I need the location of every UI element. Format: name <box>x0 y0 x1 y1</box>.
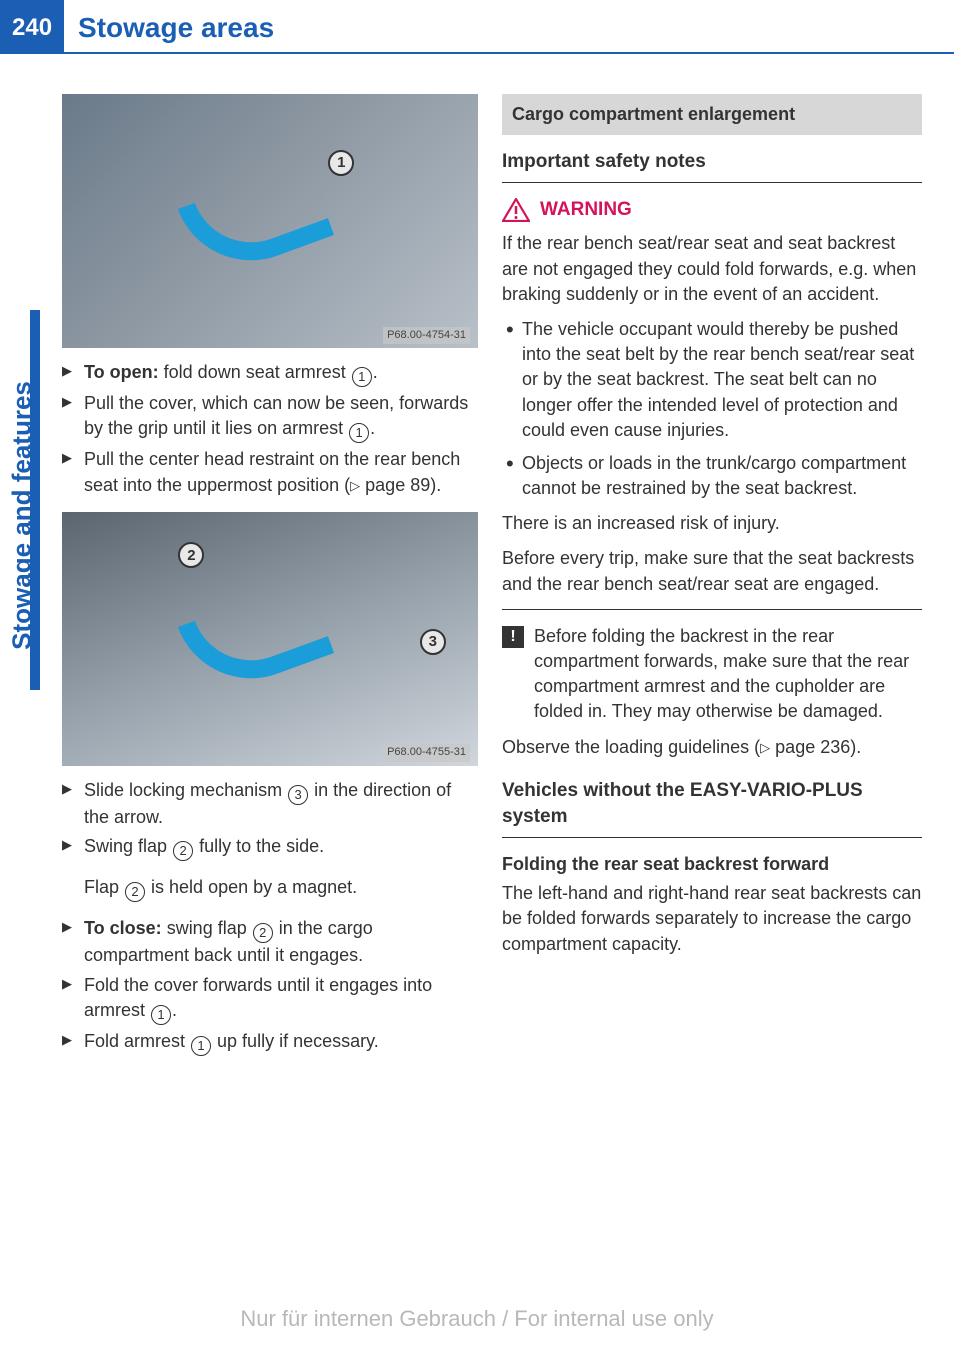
sub-pre: Flap <box>84 877 124 897</box>
figure-marker-2: 2 <box>178 542 204 568</box>
step-text: Pull the cover, which can now be seen, f… <box>84 393 468 438</box>
circled-number: 1 <box>151 1005 171 1025</box>
step-tail: . <box>370 418 375 438</box>
step-tail: . <box>172 1000 177 1020</box>
circled-number: 2 <box>253 923 273 943</box>
step-subline: Flap 2 is held open by a magnet. <box>62 875 478 902</box>
step-text: fold down seat armrest <box>159 362 351 382</box>
figure-2-caption: P68.00-4755-31 <box>383 744 470 761</box>
note-block: ! Before folding the backrest in the rea… <box>502 624 922 725</box>
step-text: Fold the cover forwards until it engages… <box>84 975 432 1020</box>
warning-bullet: Objects or loads in the trunk/cargo comp… <box>502 451 922 501</box>
step-tail: up fully if necessary. <box>212 1031 379 1051</box>
paragraph-title: Folding the rear seat backrest forward <box>502 852 922 877</box>
warning-paragraph: There is an increased risk of injury. <box>502 511 922 536</box>
step-item: Fold armrest 1 up fully if necessary. <box>62 1029 478 1056</box>
step-text: Slide locking mechanism <box>84 780 287 800</box>
note-text: Before folding the backrest in the rear … <box>534 624 922 725</box>
steps-b: Slide locking mechanism 3 in the directi… <box>62 778 478 861</box>
sub-post: is held open by a magnet. <box>146 877 357 897</box>
page-number: 240 <box>0 0 64 54</box>
warning-bullet-list: The vehicle occupant would thereby be pu… <box>502 317 922 501</box>
figure-1: 1 P68.00-4754-31 <box>62 94 478 348</box>
steps-c: To close: swing flap 2 in the cargo comp… <box>62 916 478 1056</box>
steps-a: To open: fold down seat armrest 1. Pull … <box>62 360 478 498</box>
step-item: Pull the center head restraint on the re… <box>62 447 478 497</box>
step-tail: fully to the side. <box>194 836 324 856</box>
observe-pre: Observe the loading guidelines ( <box>502 737 760 757</box>
triangle-icon: ▷ <box>350 477 360 495</box>
step-text: Swing flap <box>84 836 172 856</box>
right-column: Cargo compartment enlargement Important … <box>502 94 922 1070</box>
circled-number: 2 <box>125 882 145 902</box>
page-title: Stowage areas <box>64 0 914 54</box>
observe-paragraph: Observe the loading guidelines (▷ page 2… <box>502 735 922 760</box>
observe-page: page 236). <box>770 737 861 757</box>
content-area: 1 P68.00-4754-31 To open: fold down seat… <box>0 54 954 1070</box>
step-item: To close: swing flap 2 in the cargo comp… <box>62 916 478 968</box>
section-bar: Cargo compartment enlargement <box>502 94 922 135</box>
step-tail: . <box>373 362 378 382</box>
circled-number: 2 <box>173 841 193 861</box>
warning-heading: WARNING <box>502 197 922 224</box>
warning-bullet: The vehicle occupant would thereby be pu… <box>502 317 922 443</box>
circled-number: 3 <box>288 785 308 805</box>
triangle-icon: ▷ <box>760 739 770 757</box>
circled-number: 1 <box>191 1036 211 1056</box>
figure-marker-3: 3 <box>420 629 446 655</box>
step-item: Pull the cover, which can now be seen, f… <box>62 391 478 443</box>
exclamation-icon: ! <box>502 626 524 648</box>
sub-heading: Important safety notes <box>502 149 922 183</box>
paragraph-body: The left-hand and right-hand rear seat b… <box>502 881 922 957</box>
page-header: 240 Stowage areas <box>0 0 954 54</box>
warning-label: WARNING <box>540 197 632 224</box>
warning-triangle-icon <box>502 198 530 222</box>
step-item: Slide locking mechanism 3 in the directi… <box>62 778 478 830</box>
circled-number: 1 <box>349 423 369 443</box>
step-bold: To open: <box>84 362 159 382</box>
warning-paragraph: Before every trip, make sure that the se… <box>502 546 922 596</box>
figure-1-caption: P68.00-4754-31 <box>383 327 470 344</box>
divider <box>502 609 922 610</box>
figure-marker-1: 1 <box>328 150 354 176</box>
circled-number: 1 <box>352 367 372 387</box>
step-item: Swing flap 2 fully to the side. <box>62 834 478 861</box>
step-text: swing flap <box>162 918 252 938</box>
header-spacer <box>914 0 954 54</box>
step-page: page 89). <box>360 475 441 495</box>
warning-paragraph: If the rear bench seat/rear seat and sea… <box>502 231 922 307</box>
footer-watermark: Nur für internen Gebrauch / For internal… <box>0 1306 954 1332</box>
section-title: Vehicles without the EASY-VARIO-PLUS sys… <box>502 778 922 838</box>
side-accent-bar <box>30 310 40 690</box>
step-item: To open: fold down seat armrest 1. <box>62 360 478 387</box>
step-bold: To close: <box>84 918 162 938</box>
figure-2: 2 3 P68.00-4755-31 <box>62 512 478 766</box>
step-item: Fold the cover forwards until it engages… <box>62 973 478 1025</box>
step-text: Fold armrest <box>84 1031 190 1051</box>
left-column: 1 P68.00-4754-31 To open: fold down seat… <box>62 94 478 1070</box>
